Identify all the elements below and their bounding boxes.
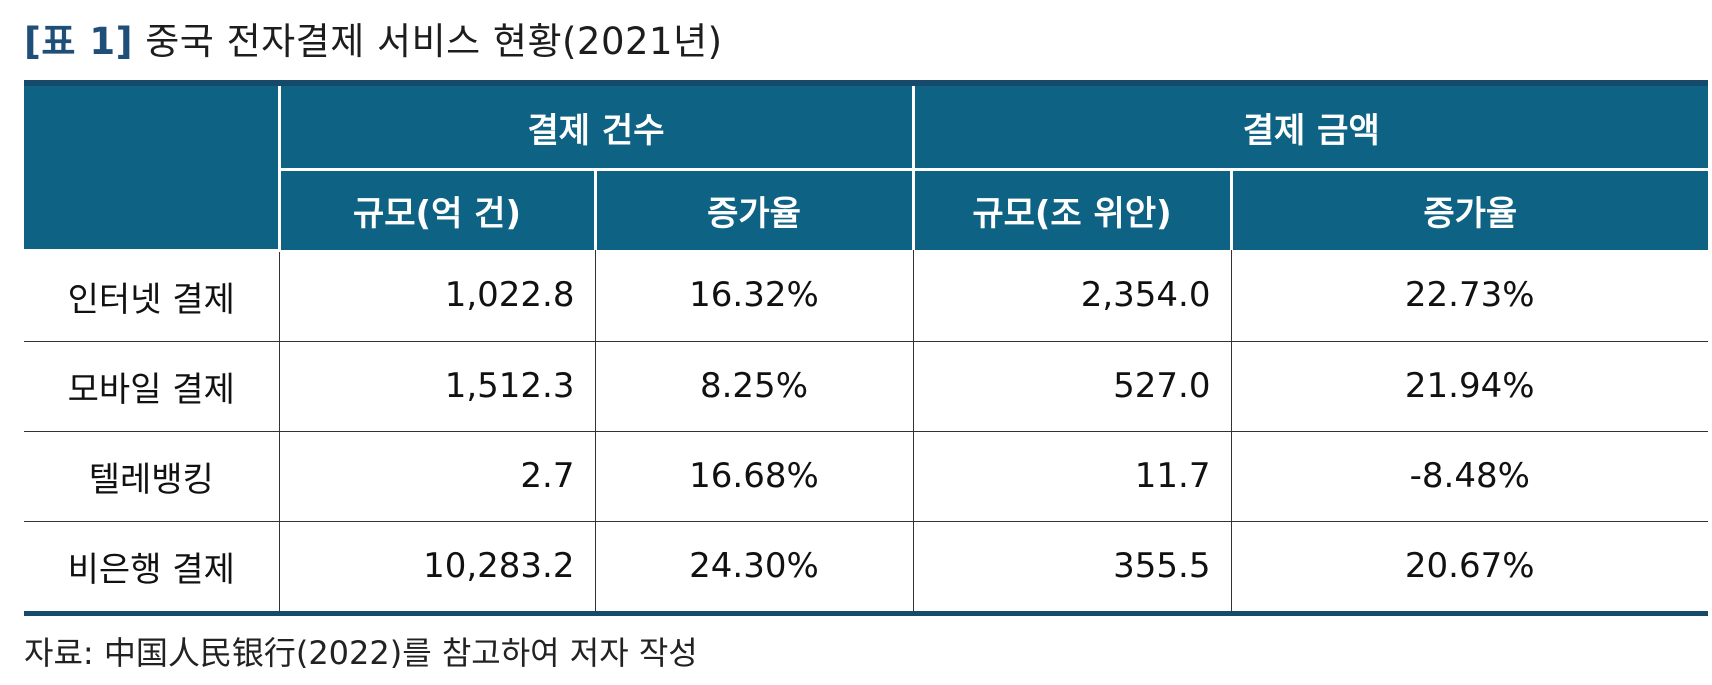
- table-row: 텔레뱅킹 2.7 16.68% 11.7 -8.48%: [24, 430, 1708, 521]
- sub-header-amount-scale: 규모(조 위안): [911, 169, 1231, 250]
- count-growth-cell: 16.32%: [594, 250, 913, 341]
- count-cell: 1,512.3: [278, 340, 595, 431]
- count-cell: 10,283.2: [278, 520, 595, 611]
- table-title-text: 중국 전자결제 서비스 현황(2021년): [145, 20, 723, 63]
- amount-cell: 527.0: [912, 340, 1231, 431]
- count-cell: 2.7: [278, 430, 595, 521]
- sub-header-amount-growth: 증가율: [1229, 169, 1708, 250]
- amount-growth-cell: -8.48%: [1230, 430, 1708, 521]
- row-label: 텔레뱅킹: [24, 430, 279, 521]
- table-row: 인터넷 결제 1,022.8 16.32% 2,354.0 22.73%: [24, 250, 1708, 341]
- row-label: 모바일 결제: [24, 340, 279, 431]
- count-growth-cell: 16.68%: [594, 430, 913, 521]
- row-label: 인터넷 결제: [67, 279, 235, 320]
- amount-cell: 11.7: [912, 430, 1231, 521]
- top-rule: [24, 80, 1708, 86]
- amount-growth-cell: 21.94%: [1230, 340, 1708, 431]
- bottom-rule: [24, 610, 1708, 616]
- count-growth-cell: 24.30%: [594, 520, 913, 611]
- source-note: 자료: 中国人民银行(2022)를 참고하여 저자 작성: [24, 634, 698, 672]
- table-title: [표 1] 중국 전자결제 서비스 현황(2021년): [24, 14, 723, 70]
- corner-header-cell: [24, 86, 279, 252]
- sub-header-count-growth: 증가율: [593, 169, 913, 250]
- count-cell: 1,022.8: [278, 250, 595, 341]
- row-label: 비은행 결제: [24, 520, 279, 611]
- count-growth-cell: 8.25%: [594, 340, 913, 431]
- amount-cell: 2,354.0: [912, 250, 1231, 341]
- group-header-count: 결제 건수: [277, 86, 913, 171]
- table-number-label: [표 1]: [24, 20, 133, 63]
- table-row: 비은행 결제 10,283.2 24.30% 355.5 20.67%: [24, 520, 1708, 611]
- group-header-amount: 결제 금액: [911, 86, 1708, 171]
- amount-cell: 355.5: [912, 520, 1231, 611]
- amount-growth-cell: 22.73%: [1230, 250, 1708, 341]
- data-table: 결제 건수 결제 금액 규모(억 건) 증가율 규모(조 위안) 증가율 인터넷…: [24, 80, 1708, 616]
- table-row: 모바일 결제 1,512.3 8.25% 527.0 21.94%: [24, 340, 1708, 431]
- sub-header-count-scale: 규모(억 건): [277, 169, 595, 250]
- amount-growth-cell: 20.67%: [1230, 520, 1708, 611]
